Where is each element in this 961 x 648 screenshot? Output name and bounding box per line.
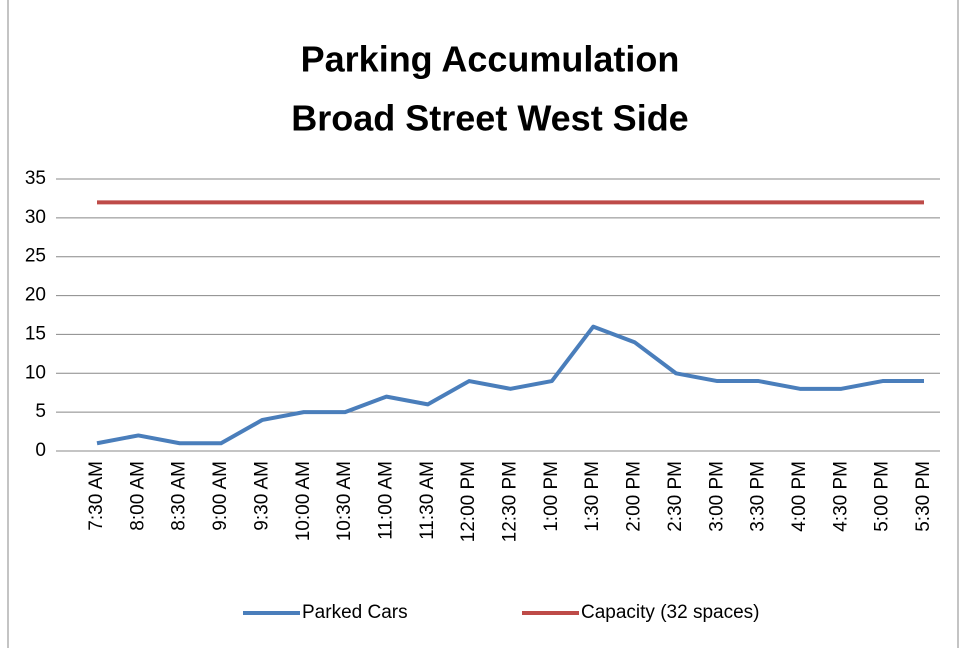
- x-tick-label: 11:00 AM: [375, 461, 396, 540]
- chart-title: Broad Street West Side: [291, 98, 688, 139]
- x-tick-label: 1:00 PM: [541, 461, 562, 532]
- x-tick-label: 12:30 PM: [500, 461, 521, 542]
- x-tick-label: 9:00 AM: [210, 461, 231, 531]
- data-line: [96, 324, 924, 446]
- x-tick-label: 3:00 PM: [706, 461, 727, 532]
- y-tick-label: 20: [25, 285, 46, 306]
- y-tick-label: 5: [35, 401, 46, 422]
- x-tick-label: 4:30 PM: [830, 461, 851, 532]
- y-tick-label: 10: [25, 362, 46, 383]
- x-tick-label: 8:30 AM: [169, 461, 190, 531]
- chart-title: Parking Accumulation: [301, 39, 680, 80]
- x-tick-label: 7:30 AM: [86, 461, 107, 531]
- x-tick-label: 3:30 PM: [748, 461, 769, 532]
- x-tick-label: 4:00 PM: [789, 461, 810, 532]
- legend-label: Parked Cars: [302, 602, 408, 623]
- chart-border: [7, 0, 959, 648]
- x-tick-label: 9:30 AM: [251, 461, 272, 531]
- x-tick-label: 2:00 PM: [624, 461, 645, 532]
- x-tick-label: 10:30 AM: [334, 461, 355, 541]
- y-tick-label: 25: [25, 246, 46, 267]
- x-tick-label: 1:30 PM: [582, 461, 603, 532]
- legend-label: Capacity (32 spaces): [581, 602, 759, 623]
- x-tick-label: 2:30 PM: [665, 461, 686, 532]
- x-tick-label: 5:30 PM: [913, 461, 934, 532]
- x-tick-label: 11:30 AM: [417, 461, 438, 540]
- x-tick-label: 12:00 PM: [458, 461, 479, 542]
- x-tick-label: 5:00 PM: [872, 461, 893, 532]
- y-tick-label: 30: [25, 207, 46, 228]
- y-tick-label: 15: [25, 323, 46, 344]
- y-tick-label: 0: [35, 440, 46, 461]
- x-tick-label: 10:00 AM: [293, 461, 314, 541]
- x-tick-label: 8:00 AM: [127, 461, 148, 531]
- y-tick-label: 35: [25, 168, 46, 189]
